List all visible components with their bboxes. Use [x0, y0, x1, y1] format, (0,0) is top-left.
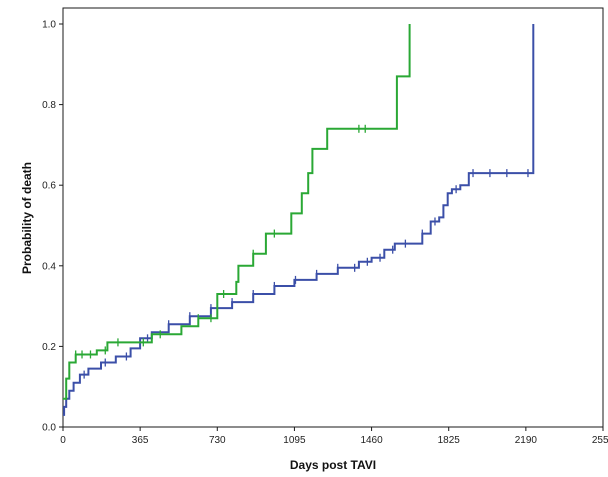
y-tick-label: 0.0 — [42, 423, 56, 434]
series-line-1 — [63, 24, 535, 416]
y-tick-label: 0.2 — [42, 342, 56, 353]
x-tick-label: 365 — [132, 435, 149, 446]
series-layer — [63, 24, 535, 416]
x-tick-label: 1460 — [360, 435, 383, 446]
series-line-2 — [63, 24, 411, 400]
x-tick-label: 2190 — [515, 435, 538, 446]
y-tick-label: 0.6 — [42, 181, 56, 192]
x-axis: 0 365 730 1095 1460 1825 2190 2555 — [60, 427, 608, 446]
x-tick-label: 0 — [60, 435, 66, 446]
x-tick-label: 1095 — [283, 435, 306, 446]
y-tick-label: 1.0 — [42, 20, 56, 31]
y-tick-label: 0.8 — [42, 100, 56, 111]
x-axis-title: Days post TAVI — [290, 458, 376, 472]
y-tick-label: 0.4 — [42, 261, 56, 272]
plot-frame — [62, 7, 604, 428]
x-tick-label: 730 — [209, 435, 226, 446]
x-tick-label: 1825 — [438, 435, 461, 446]
x-tick-label: 2555 — [592, 435, 608, 446]
y-axis: 0.0 0.2 0.4 0.6 0.8 1.0 — [42, 20, 63, 434]
y-axis-title: Probability of death — [20, 162, 34, 274]
